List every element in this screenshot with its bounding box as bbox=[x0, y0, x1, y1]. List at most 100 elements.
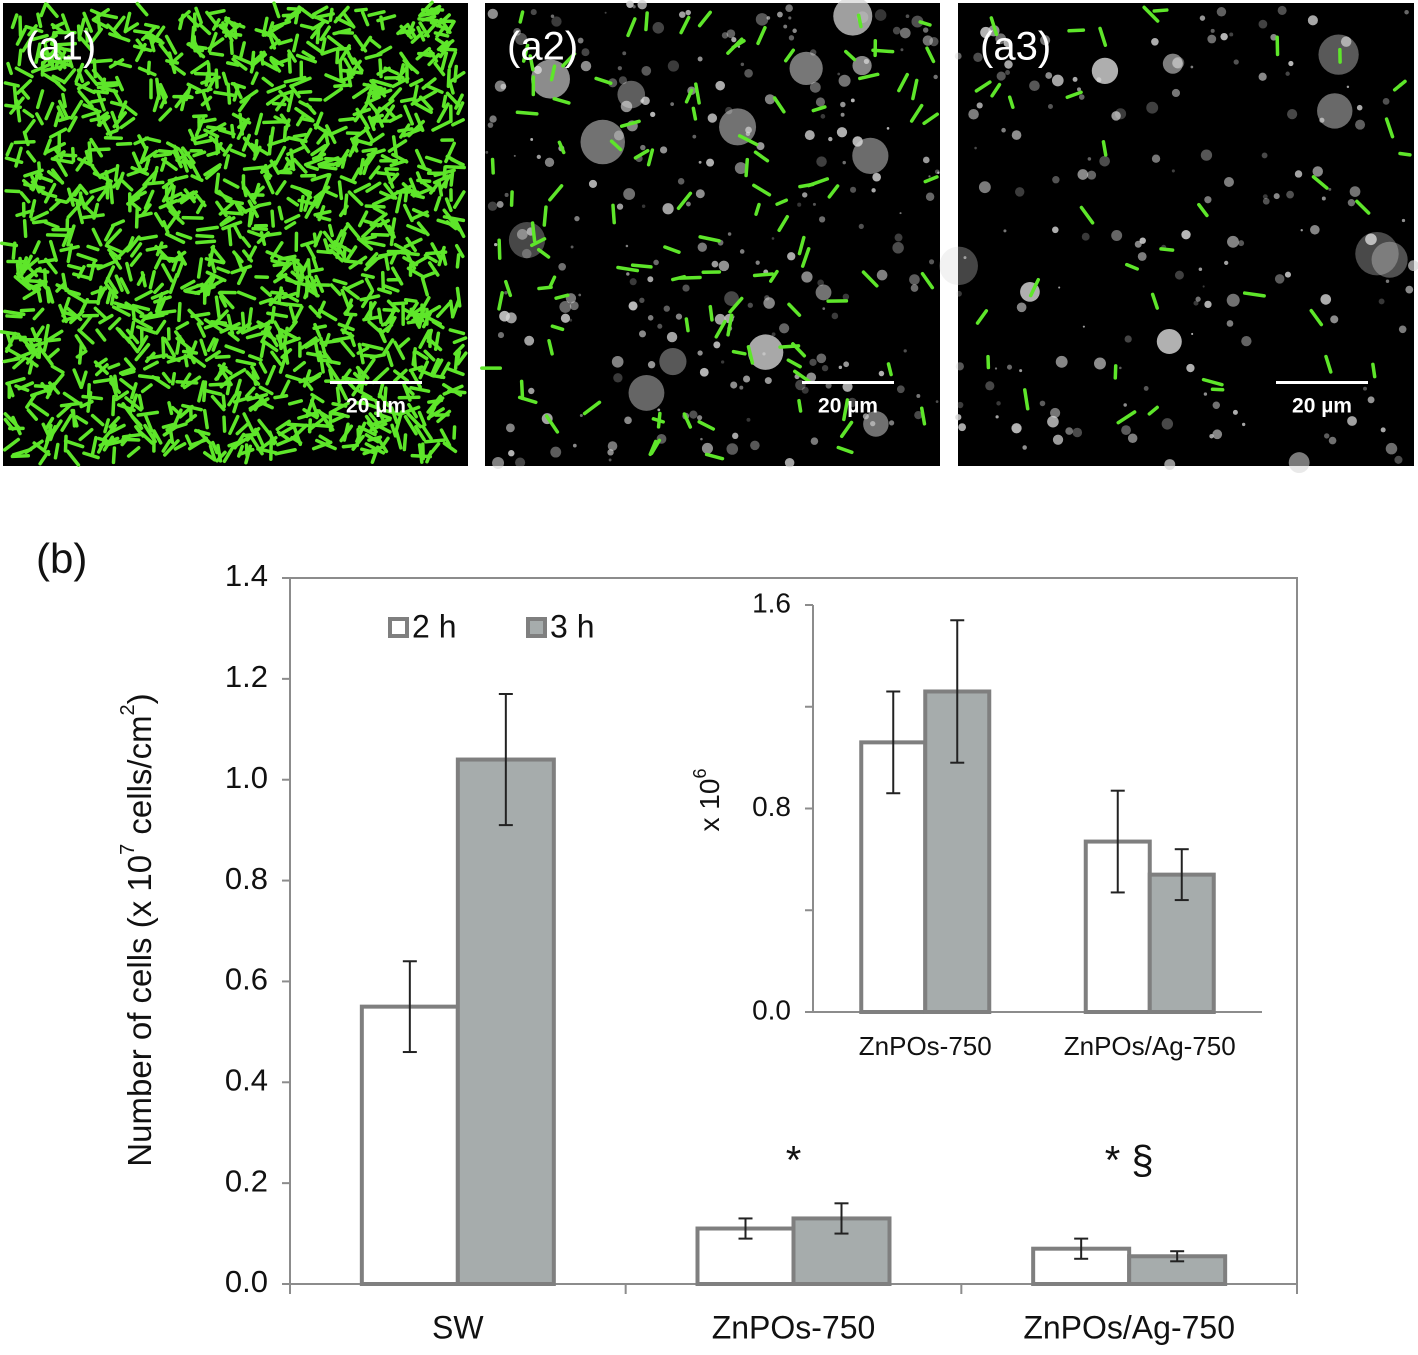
particle bbox=[788, 16, 792, 20]
particle bbox=[755, 13, 769, 26]
particle bbox=[663, 305, 670, 312]
bacterium bbox=[611, 203, 616, 225]
particle bbox=[485, 150, 489, 154]
bacterium bbox=[383, 66, 399, 76]
bacterium bbox=[403, 203, 414, 223]
particle bbox=[574, 215, 580, 222]
particle bbox=[544, 157, 555, 167]
bacterium bbox=[292, 158, 308, 174]
particle bbox=[682, 284, 690, 292]
bacterium bbox=[302, 377, 314, 392]
bacterium bbox=[261, 16, 269, 37]
bacterium bbox=[90, 435, 98, 456]
bacterium bbox=[406, 412, 423, 429]
particle bbox=[801, 386, 809, 394]
bacterium bbox=[221, 394, 227, 409]
bacterium bbox=[95, 81, 118, 86]
bacterium bbox=[515, 110, 539, 116]
bacterium bbox=[391, 266, 404, 286]
bacterium bbox=[366, 421, 378, 434]
bacterium bbox=[248, 398, 263, 412]
bacterium bbox=[365, 153, 376, 166]
panel-label: (b) bbox=[36, 535, 87, 582]
particle bbox=[1094, 357, 1106, 370]
bacterium bbox=[708, 304, 714, 322]
bacterium bbox=[357, 210, 369, 228]
bacterium bbox=[194, 6, 203, 25]
bacterium bbox=[3, 81, 20, 88]
bacterium bbox=[143, 157, 151, 172]
bacterium bbox=[549, 64, 557, 82]
particle bbox=[1072, 427, 1083, 438]
particle bbox=[852, 137, 889, 174]
bacterium bbox=[49, 58, 72, 68]
bacterium bbox=[241, 133, 251, 152]
bacterium bbox=[90, 27, 103, 44]
bacterium bbox=[206, 337, 216, 352]
bacterium bbox=[385, 350, 394, 368]
particle bbox=[726, 29, 736, 39]
particle bbox=[559, 300, 572, 313]
particle bbox=[697, 242, 707, 252]
particle bbox=[508, 449, 515, 457]
bacterium bbox=[107, 248, 122, 261]
bacterium bbox=[214, 354, 231, 360]
bacterium bbox=[51, 42, 67, 52]
bacterium bbox=[17, 48, 23, 67]
bacterium bbox=[542, 205, 548, 227]
particle bbox=[771, 332, 776, 337]
bacterium bbox=[337, 46, 352, 51]
particle bbox=[874, 9, 887, 21]
particle bbox=[1029, 80, 1040, 92]
bacterium bbox=[108, 182, 114, 205]
particle bbox=[1404, 9, 1409, 15]
particle bbox=[657, 408, 661, 412]
bacterium bbox=[426, 405, 437, 421]
bacterium bbox=[43, 268, 48, 289]
particle bbox=[892, 26, 901, 35]
bacterium bbox=[626, 17, 637, 38]
particle bbox=[909, 274, 920, 285]
bacterium bbox=[390, 423, 398, 438]
bacterium bbox=[238, 41, 246, 61]
particle bbox=[1119, 366, 1122, 370]
bacterium bbox=[98, 313, 114, 325]
bacterium bbox=[698, 235, 721, 243]
bacterium bbox=[1101, 140, 1108, 157]
bacterium bbox=[208, 253, 217, 274]
bacterium bbox=[214, 172, 221, 194]
bacterium bbox=[20, 280, 42, 292]
bacterium bbox=[54, 198, 69, 205]
bacterium bbox=[61, 272, 68, 291]
particle bbox=[1312, 166, 1323, 177]
particle bbox=[628, 375, 665, 411]
bacterium bbox=[165, 422, 188, 432]
bacterium bbox=[136, 335, 149, 352]
particle bbox=[1019, 369, 1023, 373]
bacterium bbox=[367, 10, 386, 18]
bacterium bbox=[793, 369, 811, 383]
bacterium bbox=[361, 342, 384, 351]
particle bbox=[1004, 60, 1013, 69]
bacterium bbox=[731, 349, 747, 356]
bacterium bbox=[111, 305, 131, 317]
particle bbox=[524, 335, 535, 346]
bacterium bbox=[195, 225, 219, 232]
bacterium bbox=[14, 66, 34, 79]
bacterium bbox=[96, 437, 108, 454]
bacterium bbox=[81, 109, 102, 119]
bacterium bbox=[411, 347, 417, 367]
bacterium bbox=[357, 342, 365, 365]
bacterium bbox=[63, 434, 68, 453]
bacterium bbox=[328, 243, 345, 256]
bacterium bbox=[154, 319, 167, 335]
bacterium bbox=[263, 319, 272, 333]
bacterium bbox=[429, 7, 445, 12]
bacterium bbox=[150, 25, 166, 46]
bacterium bbox=[43, 220, 60, 230]
bacterium bbox=[1147, 405, 1159, 416]
bacterium bbox=[450, 157, 465, 167]
bacterium bbox=[76, 68, 85, 83]
bacterium bbox=[278, 356, 287, 374]
bacterium bbox=[30, 62, 51, 74]
